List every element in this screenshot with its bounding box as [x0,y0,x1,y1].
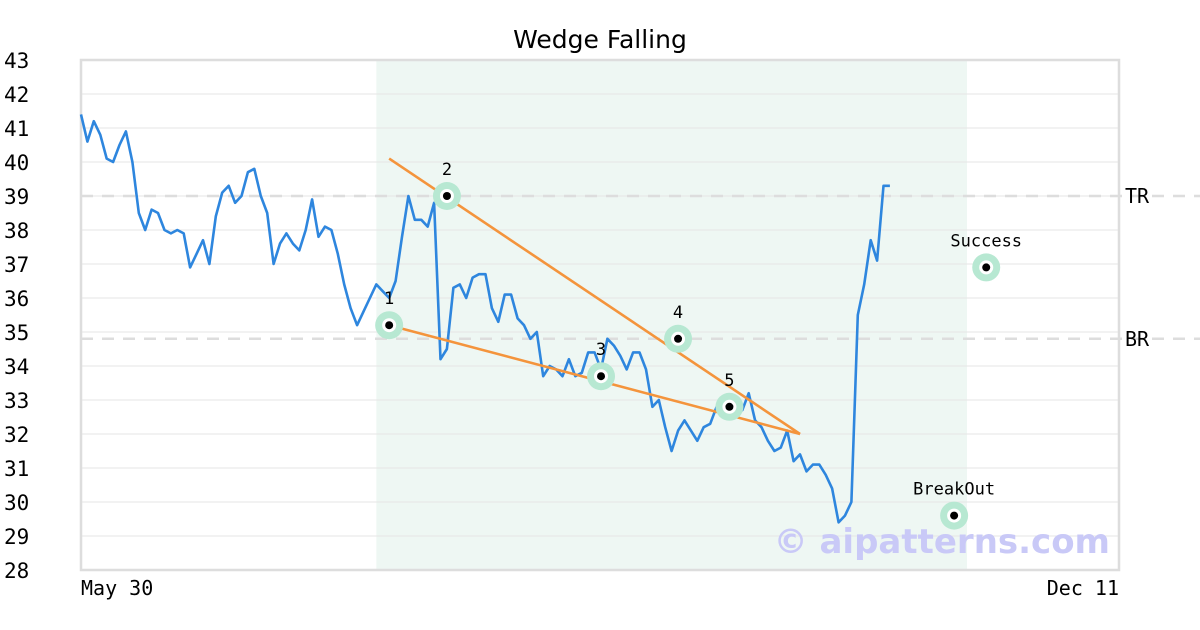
point-label-success: Success [950,231,1022,251]
point-marker-1 [385,321,394,330]
chart-title: Wedge Falling [513,25,687,54]
pattern-region [376,60,967,570]
y-tick-label: 33 [4,389,29,413]
y-tick-label: 40 [4,151,29,175]
point-label-1: 1 [384,289,394,309]
point-marker-4 [674,334,683,343]
x-tick-label-start: May 30 [81,576,153,600]
price-line [79,114,890,524]
y-tick-label: 36 [4,287,29,311]
y-tick-label: 43 [4,49,29,73]
watermark: © aipatterns.com [774,522,1110,562]
y-tick-label: 31 [4,457,29,481]
point-label-4: 4 [673,303,683,323]
point-marker-3 [597,372,606,381]
y-tick-label: 35 [4,321,29,345]
point-marker-5 [725,402,734,411]
y-tick-label: 42 [4,83,29,107]
y-tick-label: 38 [4,219,29,243]
y-tick-label: 29 [4,525,29,549]
point-label-3: 3 [596,340,606,360]
level-label: TR [1125,184,1150,208]
y-tick-label: 32 [4,423,29,447]
point-marker-success [982,263,991,272]
y-tick-label: 39 [4,185,29,209]
y-tick-label: 34 [4,355,29,379]
y-tick-label: 37 [4,253,29,277]
x-tick-label-end: Dec 11 [1047,576,1119,600]
point-marker-2 [442,192,451,200]
point-label-breakout: BreakOut [913,480,995,500]
point-marker-breakout [950,511,959,520]
level-label: BR [1125,327,1150,351]
plot-frame [79,58,1121,572]
point-label-5: 5 [724,371,734,391]
y-tick-label: 28 [4,559,29,583]
y-tick-label: 41 [4,117,29,141]
point-label-2: 2 [442,160,452,180]
y-tick-label: 30 [4,491,29,515]
